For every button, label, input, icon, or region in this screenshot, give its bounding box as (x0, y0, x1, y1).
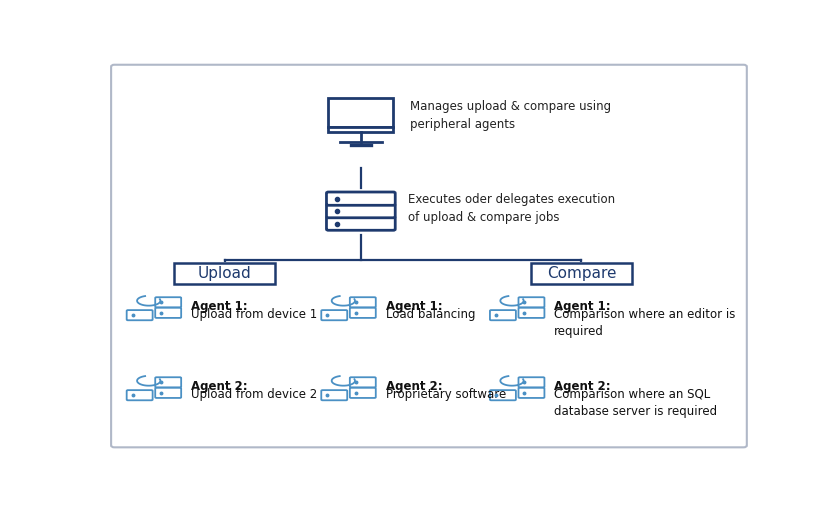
Text: Compare: Compare (546, 266, 615, 281)
FancyBboxPatch shape (155, 377, 181, 387)
Text: Comparison where an editor is
required: Comparison where an editor is required (553, 308, 735, 338)
Text: Agent 2:: Agent 2: (553, 380, 610, 393)
FancyBboxPatch shape (174, 263, 274, 284)
Text: Agent 2:: Agent 2: (191, 380, 247, 393)
Text: Agent 2:: Agent 2: (385, 380, 441, 393)
FancyBboxPatch shape (321, 390, 347, 401)
FancyBboxPatch shape (326, 217, 395, 230)
Text: Proprietary software: Proprietary software (385, 387, 505, 401)
FancyBboxPatch shape (155, 297, 181, 307)
Text: Executes oder delegates execution
of upload & compare jobs: Executes oder delegates execution of upl… (407, 193, 614, 224)
Text: Load balancing: Load balancing (385, 308, 475, 320)
FancyBboxPatch shape (326, 192, 395, 205)
FancyBboxPatch shape (328, 98, 393, 127)
FancyBboxPatch shape (328, 127, 393, 132)
FancyBboxPatch shape (517, 297, 543, 307)
FancyBboxPatch shape (155, 308, 181, 318)
FancyBboxPatch shape (111, 65, 746, 447)
FancyBboxPatch shape (517, 308, 543, 318)
FancyBboxPatch shape (531, 263, 631, 284)
Text: Upload: Upload (197, 266, 251, 281)
FancyBboxPatch shape (517, 377, 543, 387)
FancyBboxPatch shape (349, 377, 375, 387)
Text: Agent 1:: Agent 1: (191, 300, 247, 313)
Text: Agent 1:: Agent 1: (553, 300, 610, 313)
FancyBboxPatch shape (126, 310, 152, 320)
FancyBboxPatch shape (155, 388, 181, 398)
Text: Upload from device 1: Upload from device 1 (191, 308, 317, 320)
Text: Comparison where an SQL
database server is required: Comparison where an SQL database server … (553, 387, 716, 418)
Text: Manages upload & compare using
peripheral agents: Manages upload & compare using periphera… (409, 100, 610, 131)
FancyBboxPatch shape (349, 297, 375, 307)
Text: Upload from device 2: Upload from device 2 (191, 387, 317, 401)
FancyBboxPatch shape (489, 390, 515, 401)
FancyBboxPatch shape (489, 310, 515, 320)
FancyBboxPatch shape (126, 390, 152, 401)
Text: Agent 1:: Agent 1: (385, 300, 441, 313)
FancyBboxPatch shape (349, 308, 375, 318)
FancyBboxPatch shape (321, 310, 347, 320)
FancyBboxPatch shape (349, 388, 375, 398)
FancyBboxPatch shape (517, 388, 543, 398)
FancyBboxPatch shape (326, 204, 395, 218)
